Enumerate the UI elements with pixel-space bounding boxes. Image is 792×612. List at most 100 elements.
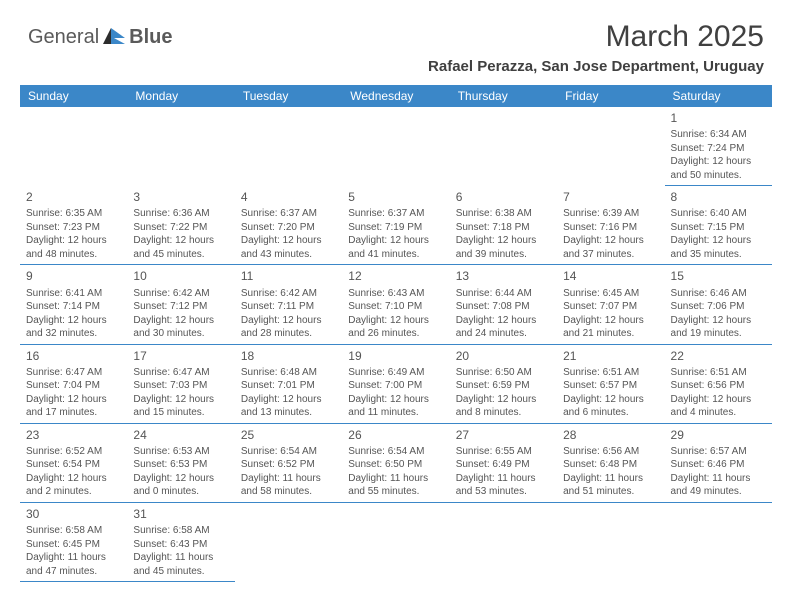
daylight-line: Daylight: 12 hours and 37 minutes.: [563, 234, 658, 261]
sunset-line: Sunset: 7:01 PM: [241, 379, 336, 393]
day-number: 13: [456, 268, 551, 284]
sunrise-line: Sunrise: 6:54 AM: [348, 445, 443, 459]
day-number: 15: [671, 268, 766, 284]
day-cell: 5Sunrise: 6:37 AMSunset: 7:19 PMDaylight…: [342, 186, 449, 265]
daylight-line: Daylight: 12 hours and 8 minutes.: [456, 393, 551, 420]
weekday-header: Sunday: [20, 85, 127, 107]
sunset-line: Sunset: 6:56 PM: [671, 379, 766, 393]
day-cell: 26Sunrise: 6:54 AMSunset: 6:50 PMDayligh…: [342, 424, 449, 503]
sunrise-line: Sunrise: 6:34 AM: [671, 128, 766, 142]
daylight-line: Daylight: 12 hours and 2 minutes.: [26, 472, 121, 499]
day-number: 11: [241, 268, 336, 284]
daylight-line: Daylight: 12 hours and 13 minutes.: [241, 393, 336, 420]
sunset-line: Sunset: 6:53 PM: [133, 458, 228, 472]
day-number: 12: [348, 268, 443, 284]
day-empty: [557, 107, 664, 186]
day-number: 3: [133, 189, 228, 205]
daylight-line: Daylight: 12 hours and 4 minutes.: [671, 393, 766, 420]
sunset-line: Sunset: 7:14 PM: [26, 300, 121, 314]
week-row: 23Sunrise: 6:52 AMSunset: 6:54 PMDayligh…: [20, 424, 772, 503]
daylight-line: Daylight: 12 hours and 43 minutes.: [241, 234, 336, 261]
daylight-line: Daylight: 12 hours and 19 minutes.: [671, 314, 766, 341]
sunrise-line: Sunrise: 6:41 AM: [26, 287, 121, 301]
sunset-line: Sunset: 7:12 PM: [133, 300, 228, 314]
day-cell: 4Sunrise: 6:37 AMSunset: 7:20 PMDaylight…: [235, 186, 342, 265]
sunrise-line: Sunrise: 6:55 AM: [456, 445, 551, 459]
sunset-line: Sunset: 7:16 PM: [563, 221, 658, 235]
sunrise-line: Sunrise: 6:45 AM: [563, 287, 658, 301]
sunrise-line: Sunrise: 6:35 AM: [26, 207, 121, 221]
day-cell: 17Sunrise: 6:47 AMSunset: 7:03 PMDayligh…: [127, 345, 234, 424]
daylight-line: Daylight: 12 hours and 28 minutes.: [241, 314, 336, 341]
sunset-line: Sunset: 7:00 PM: [348, 379, 443, 393]
weekday-header: Saturday: [665, 85, 772, 107]
day-cell: 14Sunrise: 6:45 AMSunset: 7:07 PMDayligh…: [557, 265, 664, 344]
sunrise-line: Sunrise: 6:38 AM: [456, 207, 551, 221]
day-cell: 30Sunrise: 6:58 AMSunset: 6:45 PMDayligh…: [20, 503, 127, 582]
day-empty: [450, 107, 557, 186]
day-number: 29: [671, 427, 766, 443]
day-number: 17: [133, 348, 228, 364]
day-cell: 15Sunrise: 6:46 AMSunset: 7:06 PMDayligh…: [665, 265, 772, 344]
week-row: 1Sunrise: 6:34 AMSunset: 7:24 PMDaylight…: [20, 107, 772, 186]
sunrise-line: Sunrise: 6:36 AM: [133, 207, 228, 221]
daylight-line: Daylight: 12 hours and 41 minutes.: [348, 234, 443, 261]
sunset-line: Sunset: 6:57 PM: [563, 379, 658, 393]
day-cell: 10Sunrise: 6:42 AMSunset: 7:12 PMDayligh…: [127, 265, 234, 344]
day-number: 18: [241, 348, 336, 364]
sunset-line: Sunset: 7:19 PM: [348, 221, 443, 235]
daylight-line: Daylight: 12 hours and 26 minutes.: [348, 314, 443, 341]
sunrise-line: Sunrise: 6:40 AM: [671, 207, 766, 221]
day-number: 24: [133, 427, 228, 443]
week-row: 16Sunrise: 6:47 AMSunset: 7:04 PMDayligh…: [20, 345, 772, 424]
week-row: 2Sunrise: 6:35 AMSunset: 7:23 PMDaylight…: [20, 186, 772, 265]
day-cell: 19Sunrise: 6:49 AMSunset: 7:00 PMDayligh…: [342, 345, 449, 424]
sunset-line: Sunset: 7:11 PM: [241, 300, 336, 314]
daylight-line: Daylight: 12 hours and 48 minutes.: [26, 234, 121, 261]
daylight-line: Daylight: 12 hours and 24 minutes.: [456, 314, 551, 341]
week-row: 30Sunrise: 6:58 AMSunset: 6:45 PMDayligh…: [20, 503, 772, 582]
day-empty: [557, 503, 664, 582]
daylight-line: Daylight: 11 hours and 51 minutes.: [563, 472, 658, 499]
day-cell: 28Sunrise: 6:56 AMSunset: 6:48 PMDayligh…: [557, 424, 664, 503]
month-title: March 2025: [428, 20, 764, 54]
sunrise-line: Sunrise: 6:48 AM: [241, 366, 336, 380]
sunrise-line: Sunrise: 6:47 AM: [26, 366, 121, 380]
day-cell: 23Sunrise: 6:52 AMSunset: 6:54 PMDayligh…: [20, 424, 127, 503]
daylight-line: Daylight: 12 hours and 21 minutes.: [563, 314, 658, 341]
day-number: 2: [26, 189, 121, 205]
day-number: 28: [563, 427, 658, 443]
day-cell: 22Sunrise: 6:51 AMSunset: 6:56 PMDayligh…: [665, 345, 772, 424]
sunset-line: Sunset: 7:20 PM: [241, 221, 336, 235]
daylight-line: Daylight: 12 hours and 45 minutes.: [133, 234, 228, 261]
day-empty: [450, 503, 557, 582]
sunset-line: Sunset: 7:08 PM: [456, 300, 551, 314]
sunrise-line: Sunrise: 6:54 AM: [241, 445, 336, 459]
logo: General Blue: [28, 26, 173, 49]
day-empty: [20, 107, 127, 186]
day-number: 30: [26, 506, 121, 522]
sunset-line: Sunset: 7:04 PM: [26, 379, 121, 393]
daylight-line: Daylight: 12 hours and 11 minutes.: [348, 393, 443, 420]
sunset-line: Sunset: 7:06 PM: [671, 300, 766, 314]
day-number: 7: [563, 189, 658, 205]
sunrise-line: Sunrise: 6:37 AM: [241, 207, 336, 221]
sunrise-line: Sunrise: 6:58 AM: [133, 524, 228, 538]
sunrise-line: Sunrise: 6:58 AM: [26, 524, 121, 538]
day-number: 8: [671, 189, 766, 205]
calendar: SundayMondayTuesdayWednesdayThursdayFrid…: [0, 79, 792, 582]
sunset-line: Sunset: 6:54 PM: [26, 458, 121, 472]
day-number: 21: [563, 348, 658, 364]
weekday-header-row: SundayMondayTuesdayWednesdayThursdayFrid…: [20, 85, 772, 107]
day-cell: 25Sunrise: 6:54 AMSunset: 6:52 PMDayligh…: [235, 424, 342, 503]
sunset-line: Sunset: 6:52 PM: [241, 458, 336, 472]
sunrise-line: Sunrise: 6:42 AM: [241, 287, 336, 301]
sunrise-line: Sunrise: 6:51 AM: [563, 366, 658, 380]
sunset-line: Sunset: 7:18 PM: [456, 221, 551, 235]
day-number: 6: [456, 189, 551, 205]
day-cell: 3Sunrise: 6:36 AMSunset: 7:22 PMDaylight…: [127, 186, 234, 265]
day-cell: 2Sunrise: 6:35 AMSunset: 7:23 PMDaylight…: [20, 186, 127, 265]
day-cell: 6Sunrise: 6:38 AMSunset: 7:18 PMDaylight…: [450, 186, 557, 265]
day-cell: 20Sunrise: 6:50 AMSunset: 6:59 PMDayligh…: [450, 345, 557, 424]
title-block: March 2025 Rafael Perazza, San Jose Depa…: [428, 20, 764, 75]
